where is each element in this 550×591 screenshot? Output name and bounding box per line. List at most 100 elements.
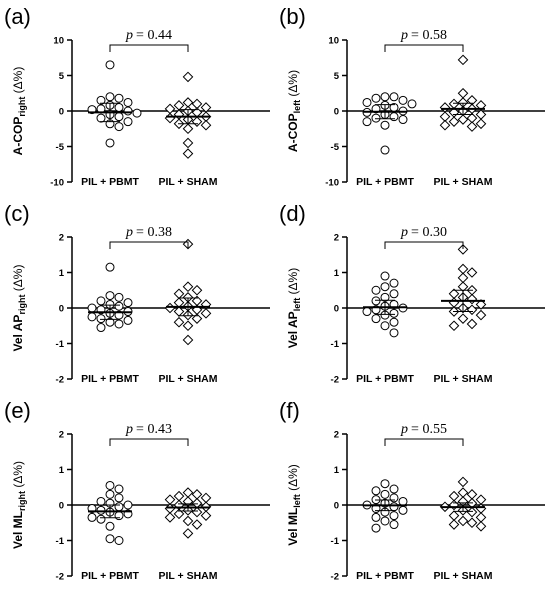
chart-1-y-axis-label: A-COPright (Δ%) xyxy=(11,67,27,156)
chart-4-series-1-point-15 xyxy=(371,314,381,324)
chart-6-series-2-point-14 xyxy=(475,512,487,523)
chart-4-series-2-point-10 xyxy=(448,297,460,308)
chart-2-series-1-point-2 xyxy=(389,92,399,102)
chart-4-series-2-point-9 xyxy=(466,293,478,305)
chart-4-y-axis-label-sub: left xyxy=(292,298,302,312)
chart-5-series-1-point-5 xyxy=(96,496,106,506)
chart-6-series-2-point-5 xyxy=(475,494,487,505)
chart-3-series-1-point-17 xyxy=(114,319,124,329)
chart-5-series-1-point-7 xyxy=(123,500,133,510)
chart-3-series-2-point-7 xyxy=(173,297,185,308)
chart-1-series-2-point-1 xyxy=(182,71,194,83)
chart-6-y-tick-label-4: 2 xyxy=(334,430,339,441)
chart-6-y-tick-label-0: -2 xyxy=(331,572,339,583)
chart-6-significance-bracket xyxy=(384,438,464,446)
chart-2-series-2-point-16 xyxy=(475,118,487,130)
chart-4-series-1-point-7 xyxy=(371,296,381,306)
chart-6-series-1-point-4 xyxy=(380,489,390,499)
chart-2-y-axis-label-sub: left xyxy=(292,100,302,114)
chart-3-y-axis-label-sub: right xyxy=(17,295,27,315)
chart-1-y-axis-label-unit: (Δ%) xyxy=(11,67,25,97)
chart-2-series-1-point-1 xyxy=(380,92,390,102)
chart-5-series-2-point-7 xyxy=(191,497,203,509)
chart-6-p-value-symbol: p xyxy=(400,422,408,437)
chart-1-series-1-point-11 xyxy=(132,108,142,118)
chart-2-series-2-point-14 xyxy=(457,114,469,125)
chart-6-series-1-point-17 xyxy=(389,520,399,530)
chart-2-y-axis-label-main: A-COP xyxy=(286,113,300,152)
chart-6-y-tick-label-1: -1 xyxy=(331,536,340,547)
chart-6-series-1-point-1 xyxy=(380,479,390,489)
chart-5-y-axis-label-main: Vel ML xyxy=(11,511,25,549)
chart-6-series-1-point-5 xyxy=(389,493,399,503)
chart-1-series-2-point-6 xyxy=(164,103,176,115)
chart-1-y-tick-label-1: -5 xyxy=(56,142,65,153)
chart-5-series-1-point-3 xyxy=(105,489,115,499)
chart-5-series-2-point-13 xyxy=(173,508,185,520)
chart-3-y-tick-label-1: -1 xyxy=(56,339,65,350)
chart-1-series-1-point-18 xyxy=(105,138,115,148)
chart-5-series-2-point-14 xyxy=(200,510,212,521)
chart-5-category-label-2: PIL + SHAM xyxy=(158,570,217,582)
chart-3-y-axis-label-main: Vel AP xyxy=(11,315,25,352)
chart-5-series-2-point-18 xyxy=(182,528,194,539)
chart-3-series-2-point-10 xyxy=(164,302,176,314)
chart-3-series-2-point-3 xyxy=(191,284,203,296)
chart-5-series-1-point-4 xyxy=(114,493,124,503)
chart-4-series-1-point-4 xyxy=(371,285,381,295)
chart-4-p-value-symbol: p xyxy=(400,225,408,240)
chart-4-y-axis-label-unit: (Δ%) xyxy=(286,268,300,298)
chart-5-series-2-point-4 xyxy=(200,492,212,504)
chart-4-y-tick-label-3: 1 xyxy=(334,268,340,279)
chart-2-y-axis-label: A-COPleft (Δ%) xyxy=(286,70,302,152)
chart-4-y-tick-label-0: -2 xyxy=(331,375,339,386)
chart-4-series-2-point-4 xyxy=(457,272,469,284)
chart-1-p-value-number: = 0.44 xyxy=(136,28,172,43)
chart-3-y-tick-label-4: 2 xyxy=(59,233,64,244)
chart-2-series-2-point-17 xyxy=(439,119,451,131)
chart-5-significance-bracket xyxy=(109,438,189,446)
chart-5-series-2-point-1 xyxy=(182,487,194,498)
chart-3-series-2-point-15 xyxy=(191,313,203,324)
chart-5-y-tick-label-0: -2 xyxy=(56,572,64,583)
chart-5: (e) -2 -1 0 1 2 Vel MLright (Δ%) PIL + PBMT PIL … xyxy=(4,398,270,583)
chart-2-series-2-point-1 xyxy=(457,54,469,66)
chart-2-panel-letter: (b) xyxy=(279,4,306,29)
chart-6-category-label-2: PIL + SHAM xyxy=(433,570,492,582)
chart-1-p-value-symbol: p xyxy=(125,28,133,43)
chart-5-p-value-symbol: p xyxy=(125,422,133,437)
chart-1-significance-bracket xyxy=(109,44,189,52)
chart-4-series-2-point-3 xyxy=(466,267,478,278)
chart-4-series-1-point-3 xyxy=(380,282,390,292)
chart-6-series-1-point-14 xyxy=(389,511,399,521)
chart-4-series-1-point-12 xyxy=(362,307,372,317)
chart-5-series-2-point-15 xyxy=(164,512,176,523)
chart-2-series-1-point-4 xyxy=(398,95,408,105)
chart-1-series-2-point-13 xyxy=(191,116,203,127)
chart-3-series-1-point-1 xyxy=(105,262,115,272)
chart-4-series-2-point-18 xyxy=(448,320,460,332)
chart-2-series-2-point-2 xyxy=(457,87,469,99)
chart-4-series-2-point-16 xyxy=(457,313,469,324)
chart-4-series-1-point-17 xyxy=(380,321,390,331)
chart-3-series-2-point-18 xyxy=(182,334,194,346)
chart-3-series-1-point-7 xyxy=(114,301,124,311)
chart-3-series-1-point-2 xyxy=(105,291,115,301)
chart-3-series-1-point-13 xyxy=(87,312,97,322)
chart-4-series-2-point-11 xyxy=(475,299,487,310)
chart-1-category-label-1: PIL + PBMT xyxy=(81,176,139,188)
chart-3-y-tick-label-2: 0 xyxy=(59,304,64,315)
chart-5-y-tick-label-2: 0 xyxy=(59,501,64,512)
chart-5-y-tick-label-3: 1 xyxy=(59,465,65,476)
chart-1-series-1-point-14 xyxy=(96,113,106,123)
chart-2-y-tick-label-3: 5 xyxy=(334,71,340,82)
chart-1-series-1-point-13 xyxy=(114,112,124,122)
chart-1: (a) -10 -5 0 5 10 A-COPright (Δ%) PIL + PBMT PIL… xyxy=(4,4,270,189)
chart-1-series-1-point-1 xyxy=(105,60,115,70)
chart-5-series-1-point-8 xyxy=(114,502,124,512)
chart-5-p-value: p = 0.43 xyxy=(125,422,172,437)
chart-6-y-tick-label-3: 1 xyxy=(334,465,340,476)
chart-6-y-axis-label-sub: left xyxy=(292,494,302,508)
chart-3-series-1-point-8 xyxy=(87,303,97,313)
chart-5-series-2-point-17 xyxy=(191,519,203,530)
